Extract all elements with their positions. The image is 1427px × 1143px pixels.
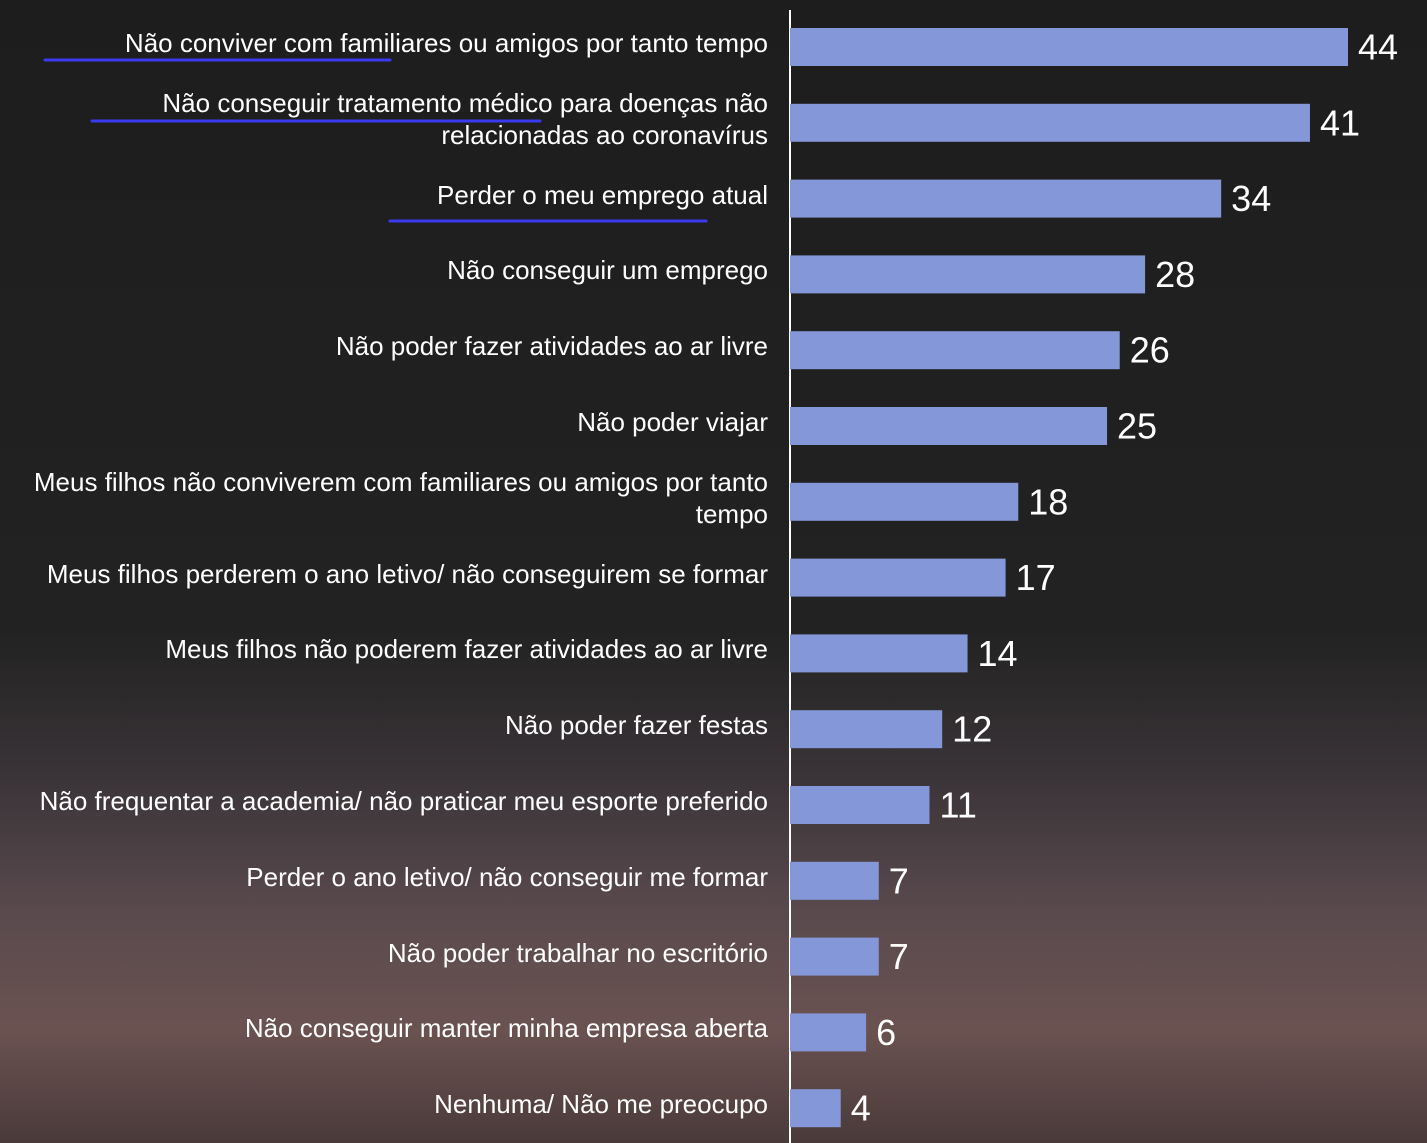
- value-label: 28: [1155, 254, 1195, 295]
- bar: [790, 331, 1120, 369]
- bar: [790, 786, 930, 824]
- category-label: Não conseguir manter minha empresa abert…: [8, 1012, 768, 1044]
- value-label: 7: [889, 936, 909, 977]
- bar: [790, 1013, 866, 1051]
- category-label: Não conseguir tratamento médico para doe…: [8, 87, 768, 151]
- value-label: 17: [1016, 557, 1056, 598]
- value-label: 4: [851, 1088, 871, 1129]
- value-label: 11: [940, 785, 977, 826]
- value-label: 26: [1130, 330, 1170, 371]
- bar: [790, 862, 879, 900]
- category-label: Não conseguir um emprego: [8, 254, 768, 286]
- value-label: 12: [952, 709, 992, 750]
- value-label: 14: [978, 633, 1018, 674]
- category-label: Não frequentar a academia/ não praticar …: [8, 785, 768, 817]
- bar: [790, 710, 942, 748]
- bar: [790, 559, 1006, 597]
- chart: 44 41 34 28 26 25 18 17 14 12 11 7 7 64 Não conviver …: [0, 0, 1427, 1143]
- category-label: Não conviver com familiares ou amigos po…: [8, 27, 768, 59]
- bar: [790, 180, 1221, 218]
- value-label: 44: [1358, 27, 1398, 68]
- value-label: 34: [1231, 178, 1271, 219]
- value-label: 6: [876, 1012, 896, 1053]
- bar: [790, 407, 1107, 445]
- value-label: 25: [1117, 406, 1157, 447]
- category-label: Não poder fazer atividades ao ar livre: [8, 330, 768, 362]
- bar: [790, 483, 1018, 521]
- category-label: Nenhuma/ Não me preocupo: [8, 1088, 768, 1120]
- bar: [790, 104, 1310, 142]
- bar: [790, 255, 1145, 293]
- category-label: Não poder trabalhar no escritório: [8, 937, 768, 969]
- category-label: Perder o ano letivo/ não conseguir me fo…: [8, 861, 768, 893]
- value-label: 18: [1028, 481, 1068, 522]
- category-label: Não poder fazer festas: [8, 709, 768, 741]
- bar: [790, 28, 1348, 66]
- bar: [790, 634, 968, 672]
- bar: [790, 938, 879, 976]
- value-label: 41: [1320, 102, 1360, 143]
- category-label: Meus filhos perderem o ano letivo/ não c…: [8, 558, 768, 590]
- category-label: Meus filhos não conviverem com familiare…: [8, 466, 768, 530]
- category-label: Não poder viajar: [8, 406, 768, 438]
- value-label: 7: [889, 860, 909, 901]
- category-label: Perder o meu emprego atual: [8, 179, 768, 211]
- bar: [790, 1089, 841, 1127]
- category-label: Meus filhos não poderem fazer atividades…: [8, 633, 768, 665]
